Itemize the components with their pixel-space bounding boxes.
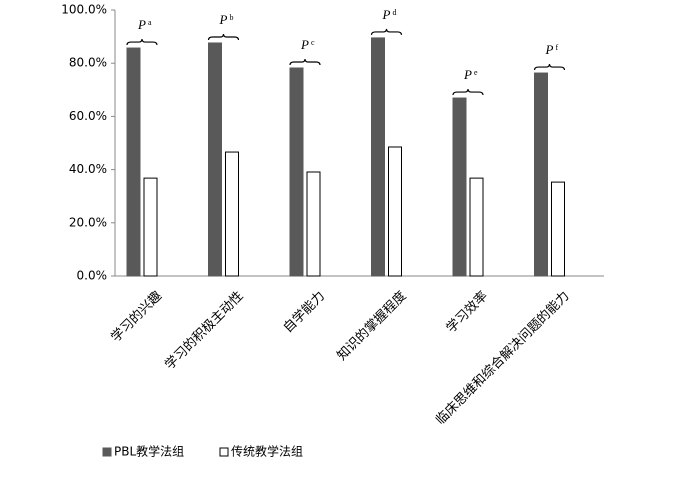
x-tick-label: 自学能力 [280, 288, 328, 336]
bar [225, 151, 239, 277]
bar [388, 146, 402, 277]
x-tick-label: 知识的掌握程度 [334, 288, 410, 364]
legend-swatch [102, 447, 112, 457]
annotation-text: P [219, 12, 228, 27]
annotation-sup: c [311, 38, 315, 47]
bar [306, 171, 321, 277]
bar [551, 181, 565, 277]
annotation-text: P [382, 7, 391, 22]
brace [126, 39, 158, 46]
bar [289, 67, 304, 277]
annotation-sup: d [392, 8, 396, 17]
annotation-sup: f [555, 43, 558, 52]
x-tick-label: 学习效率 [443, 288, 491, 336]
bar [371, 37, 385, 277]
annotation-text: P [300, 37, 309, 52]
y-tick-label: 80.0% [69, 56, 107, 70]
legend-swatch [219, 447, 229, 457]
bar [469, 177, 484, 277]
bar [452, 97, 467, 277]
annotation-sup: b [229, 13, 233, 22]
bar [208, 42, 222, 277]
y-tick-label: 100.0% [61, 3, 107, 17]
y-tick-label: 20.0% [69, 215, 107, 229]
bar [534, 72, 548, 277]
annotation-text: P [137, 17, 146, 32]
x-tick-label: 学习的积极主动性 [162, 288, 247, 373]
annotation-sup: e [474, 68, 478, 77]
brace [289, 58, 321, 66]
brace [370, 28, 403, 35]
bar [143, 177, 158, 277]
bar [126, 47, 141, 277]
annotation-sup: a [148, 18, 152, 27]
x-tick-label: 学习的兴趣 [108, 288, 165, 345]
legend-label: 传统教学法组 [231, 444, 303, 459]
annotation-text: P [545, 42, 554, 57]
y-tick-label: 40.0% [69, 162, 107, 176]
y-tick-label: 0.0% [77, 269, 108, 283]
y-tick-label: 60.0% [69, 109, 107, 123]
brace [533, 64, 566, 71]
x-tick-label: 临床思维和综合解决问题的能力 [433, 288, 573, 428]
brace [452, 89, 484, 96]
legend-label: PBL教学法组 [114, 444, 184, 459]
annotation-text: P [463, 67, 472, 82]
brace [207, 33, 240, 41]
